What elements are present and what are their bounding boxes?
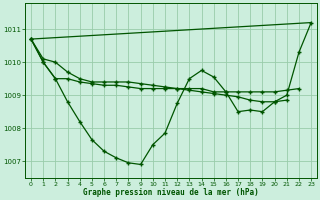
X-axis label: Graphe pression niveau de la mer (hPa): Graphe pression niveau de la mer (hPa)	[83, 188, 259, 197]
